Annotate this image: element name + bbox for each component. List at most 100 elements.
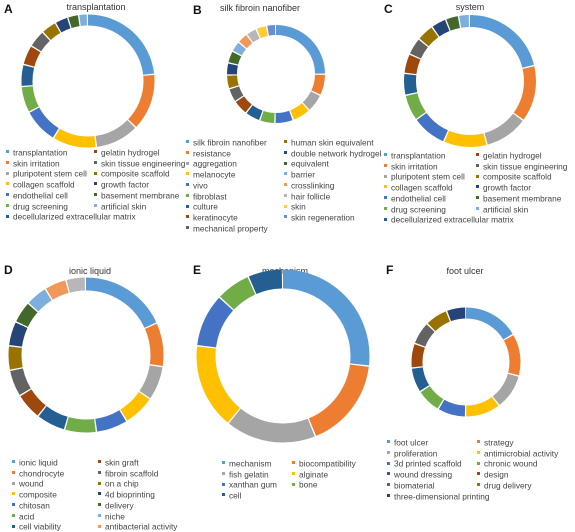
legend-label: 4d bioprinting <box>105 489 155 500</box>
legend-label: wound <box>19 478 44 489</box>
legend-swatch <box>12 481 15 485</box>
legend-swatch <box>94 161 97 164</box>
legend-label: composite scaffold <box>483 171 552 182</box>
panel-letter: B <box>193 3 202 17</box>
panel-letter: C <box>384 2 393 16</box>
legend-swatch <box>476 206 479 210</box>
legend-swatch <box>222 482 225 486</box>
chart-title: system <box>455 2 485 12</box>
legend-label: design <box>484 469 509 480</box>
legend-item-antimicrobial-activity: antimicrobial activity <box>477 448 558 459</box>
legend-label: barrier <box>291 169 315 180</box>
legend-swatch <box>477 440 480 444</box>
legend-swatch <box>6 214 9 218</box>
legend-item-keratinocyte: keratinocyte <box>186 212 238 223</box>
legend-item-melanocyte: melanocyte <box>186 169 235 180</box>
legend-item-proliferation: proliferation <box>387 448 437 459</box>
legend-label: artificial skin <box>101 200 147 211</box>
legend-swatch <box>6 150 9 154</box>
legend-item-collagen-scaffold: collagen scaffold <box>384 182 453 193</box>
legend-swatch <box>387 451 390 454</box>
legend-item-artificial-skin: artificial skin <box>476 204 528 215</box>
legend-swatch <box>94 171 97 175</box>
legend-label: biocompatibility <box>299 458 356 469</box>
legend-swatch <box>6 182 9 186</box>
legend-swatch <box>476 153 479 157</box>
legend-item-gelatin-hydrogel: gelatin hydrogel <box>476 150 542 161</box>
legend-label: collagen scaffold <box>13 179 75 190</box>
panel-letter: F <box>386 263 394 277</box>
legend-item-alginate: alginate <box>292 469 328 480</box>
legend-label: basement membrane <box>101 190 180 201</box>
legend-item-biocompatibility: biocompatibility <box>292 458 356 469</box>
donut-slice-mechanism <box>196 269 370 443</box>
legend-swatch <box>284 140 287 144</box>
legend-label: skin <box>291 201 306 212</box>
legend-item-on-a-chip: on a chip <box>98 478 139 489</box>
chart-title: foot ulcer <box>446 266 484 276</box>
legend-label: equivalent <box>291 158 329 169</box>
legend-item-decellularized-extracellular-matrix: decellularized extracellular matrix <box>384 214 514 225</box>
legend-swatch <box>186 225 189 229</box>
legend-swatch <box>284 193 287 197</box>
legend-label: aggregation <box>193 158 237 169</box>
chart-title: silk fibroin nanofiber <box>219 3 301 13</box>
legend-item-composite: composite <box>12 489 57 500</box>
legend-label: bone <box>299 479 318 490</box>
legend-label: skin irritation <box>13 158 60 169</box>
legend-label: endothelial cell <box>13 190 68 201</box>
legend-label: keratinocyte <box>193 212 238 223</box>
donut-slice-decellularized-extracellular-matrix <box>404 15 536 147</box>
legend-item-pluripotent-stem-cell: pluripotent stem cell <box>384 171 465 182</box>
legend-swatch <box>12 513 15 517</box>
panel-letter: A <box>4 2 13 16</box>
legend-swatch <box>98 524 101 528</box>
legend: silk fibroin nanofiber resistance aggregat… <box>186 137 386 247</box>
legend-label: growth factor <box>483 182 531 193</box>
legend-label: niche <box>105 510 125 521</box>
legend-label: antibacterial activity <box>105 521 178 532</box>
legend-swatch <box>6 193 9 197</box>
legend-label: xanthan gum <box>229 479 277 490</box>
legend-label: delivery <box>105 500 134 511</box>
legend-label: biomaterial <box>394 480 435 491</box>
legend-label: resistance <box>193 148 231 159</box>
legend-item-crosslinking: crosslinking <box>284 180 334 191</box>
legend-swatch <box>186 183 189 187</box>
legend-label: chronic wound <box>484 458 538 469</box>
legend-item-collagen-scaffold: collagen scaffold <box>6 179 75 190</box>
legend-item-basement-membrane: basement membrane <box>94 190 179 201</box>
legend-swatch <box>12 503 15 507</box>
legend-label: human skin equivalent <box>291 137 374 148</box>
legend-swatch <box>94 193 97 197</box>
legend-label: mechanism <box>229 458 272 469</box>
legend-swatch <box>12 492 15 496</box>
legend: foot ulcer proliferation 3d printed scaffo… <box>387 437 575 522</box>
legend-item-growth-factor: growth factor <box>476 182 531 193</box>
legend-swatch <box>477 483 480 487</box>
legend-swatch <box>384 174 387 178</box>
legend-label: silk fibroin nanofiber <box>193 137 267 148</box>
legend-swatch <box>6 171 9 175</box>
legend-label: acid <box>19 510 35 521</box>
legend-swatch <box>477 451 480 454</box>
donut-slice-transplantation <box>21 14 155 148</box>
legend-swatch <box>384 196 387 200</box>
legend-item-3d-printed-scaffold: 3d printed scaffold <box>387 458 462 469</box>
legend-item-aggregation: aggregation <box>186 158 237 169</box>
legend-item-barrier: barrier <box>284 169 315 180</box>
legend-label: chitosan <box>19 500 50 511</box>
legend-label: cell <box>229 490 242 501</box>
donut-slice-chondrocyte <box>8 277 164 433</box>
legend-item-hair-follicle: hair follicle <box>284 191 330 202</box>
legend-item-cell: cell <box>222 490 241 501</box>
legend-label: skin tissue engineering <box>101 158 186 169</box>
legend-label: cell viability <box>19 521 61 532</box>
legend-item-xanthan-gum: xanthan gum <box>222 479 277 490</box>
legend-label: transplantation <box>391 150 446 161</box>
legend-label: composite <box>19 489 57 500</box>
donut-slice-on-a-chip <box>8 277 164 433</box>
legend-swatch <box>222 461 225 465</box>
legend-label: antimicrobial activity <box>484 448 559 459</box>
